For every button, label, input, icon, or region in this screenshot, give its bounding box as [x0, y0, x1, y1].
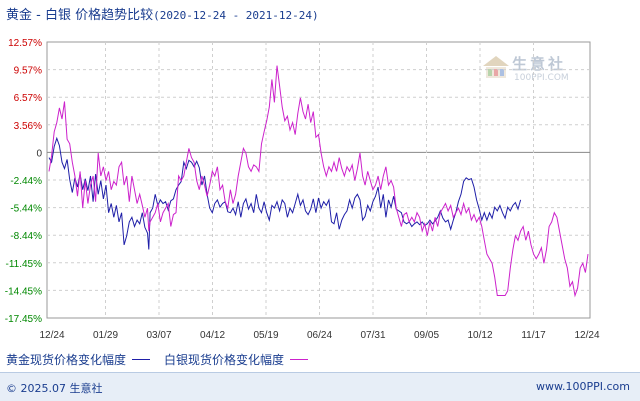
legend-label-gold: 黄金现货价格变化幅度 — [6, 352, 127, 367]
watermark-url: 100PPI.COM — [514, 73, 569, 83]
legend-label-silver: 白银现货价格变化幅度 — [164, 352, 285, 367]
watermark-name: 生意社 — [512, 55, 567, 73]
y-tick-label: -14.45% — [5, 286, 42, 297]
grid-lines — [47, 42, 590, 318]
x-tick-label: 11/17 — [521, 330, 546, 341]
y-axis-ticks: 12.57% 9.57% 6.57% 3.56% 0 -2.44% -5.44% -8.44%… — [5, 38, 43, 325]
y-tick-label: -2.44% — [10, 176, 42, 187]
silver-series-line — [48, 65, 589, 298]
x-tick-label: 12/24 — [574, 330, 599, 341]
y-tick-label: 9.57% — [14, 66, 42, 77]
footer-url: www.100PPI.com — [536, 380, 630, 393]
x-tick-label: 06/24 — [307, 330, 332, 341]
series-lines — [48, 65, 589, 298]
watermark: 生意社 100PPI.COM — [482, 55, 569, 84]
chart-title: 黄金 - 白银 价格趋势比较(2020-12-24 - 2021-12-24) — [6, 4, 319, 23]
y-tick-label: 0 — [36, 148, 42, 159]
legend-swatch-gold — [132, 358, 151, 360]
x-tick-label: 04/12 — [200, 330, 225, 341]
price-trend-chart: 12.57% 9.57% 6.57% 3.56% 0 -2.44% -5.44% -8.44%… — [5, 38, 600, 341]
footer-copyright: © 2025.07 生意社 — [6, 382, 103, 395]
y-tick-label: 3.56% — [14, 121, 42, 132]
y-tick-label: -5.44% — [10, 204, 42, 215]
x-axis-ticks: 12/24 01/29 03/07 04/12 05/19 06/24 07/31 09/05… — [39, 330, 599, 341]
x-tick-label: 03/07 — [146, 330, 171, 341]
chart-date-range: (2020-12-24 - 2021-12-24) — [153, 9, 319, 22]
y-tick-label: -17.45% — [5, 314, 42, 325]
x-tick-label: 10/12 — [467, 330, 492, 341]
chart-title-text: 黄金 - 白银 价格趋势比较 — [6, 8, 154, 23]
y-tick-label: 6.57% — [14, 93, 42, 104]
y-tick-label: -8.44% — [10, 231, 42, 242]
y-tick-label: -11.45% — [5, 259, 42, 270]
footer-bar: © 2025.07 生意社 www.100PPI.com — [0, 372, 640, 401]
legend-swatch-silver — [290, 358, 309, 360]
x-tick-label: 07/31 — [360, 330, 385, 341]
x-tick-label: 01/29 — [93, 330, 118, 341]
y-tick-label: 12.57% — [8, 38, 42, 49]
x-tick-label: 12/24 — [39, 330, 64, 341]
chart-legend: 黄金现货价格变化幅度 白银现货价格变化幅度 — [6, 350, 322, 368]
x-tick-label: 05/19 — [253, 330, 278, 341]
gold-series-line — [48, 136, 522, 250]
x-tick-label: 09/05 — [414, 330, 439, 341]
watermark-logo-icon — [483, 56, 509, 78]
